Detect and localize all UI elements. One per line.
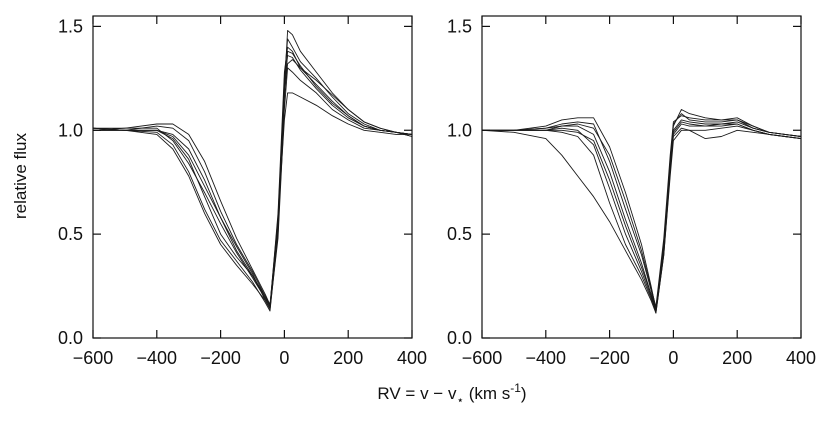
right-spectrum-line-2 — [482, 119, 802, 312]
left-x-tick-label: 400 — [397, 348, 427, 368]
left-spectrum-line-4 — [93, 55, 413, 306]
right-spectrum-line-7 — [482, 115, 802, 308]
right-spectrum-line-8 — [482, 121, 802, 310]
right-x-tick-label: 400 — [786, 348, 816, 368]
left-spectrum-line-7 — [93, 67, 413, 310]
left-x-tick-label: 200 — [333, 348, 363, 368]
right-spectrum-line-3 — [482, 123, 802, 314]
left-panel: −600 −400 −200 0 200 400 0.0 0.5 1.0 1.5 — [58, 15, 427, 368]
right-y-tick-label: 1.0 — [447, 120, 472, 140]
right-x-tick-label: −600 — [462, 348, 503, 368]
right-spectrum-line-5 — [481, 125, 802, 314]
x-axis-label-close: ) — [521, 384, 527, 403]
right-y-tick-label: 1.5 — [447, 16, 472, 36]
left-x-tick-label: −200 — [200, 348, 241, 368]
left-spectrum-line-5 — [93, 59, 413, 306]
left-spectrum-line-1 — [92, 38, 413, 310]
right-y-tick-label: 0.0 — [447, 328, 472, 348]
left-spectrum-line-8 — [92, 92, 412, 308]
left-x-tick-label: 0 — [279, 348, 289, 368]
right-x-tick-label: 0 — [668, 348, 678, 368]
right-spectrum-line-6 — [482, 127, 802, 312]
x-axis-label-units: (km s — [464, 384, 510, 403]
right-x-tick-label: 200 — [722, 348, 752, 368]
left-y-tick-label: 1.0 — [58, 120, 83, 140]
left-plot-frame — [92, 15, 413, 339]
x-axis-label-subscript: ⋆ — [456, 393, 464, 407]
left-x-tick-label: −400 — [137, 348, 178, 368]
x-axis-label: RV = v − v⋆ (km s-1) — [377, 381, 526, 407]
right-x-tick-label: −400 — [526, 348, 567, 368]
left-spectrum-line-2 — [92, 46, 413, 308]
y-axis-label: relative flux — [11, 133, 30, 219]
left-y-tick-label: 1.5 — [58, 16, 83, 36]
x-axis-label-exponent: -1 — [510, 381, 521, 395]
right-plot-frame — [481, 15, 802, 339]
right-x-tick-label: −200 — [589, 348, 630, 368]
right-panel: −600 −400 −200 0 200 400 0.0 0.5 1.0 1.5 — [447, 15, 816, 368]
left-y-tick-label: 0.5 — [58, 224, 83, 244]
right-y-tick-label: 0.5 — [447, 224, 472, 244]
x-axis-label-main: RV = v − v — [377, 384, 457, 403]
left-x-tick-label: −600 — [73, 348, 114, 368]
left-y-tick-label: 0.0 — [58, 328, 83, 348]
